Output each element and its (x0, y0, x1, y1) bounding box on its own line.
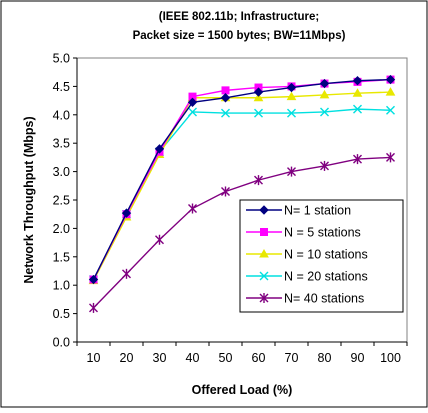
series-5-point (320, 160, 329, 171)
y-tick-label: 2.5 (53, 194, 70, 208)
series-1-point (253, 87, 264, 97)
legend-label: N= 40 stations (284, 292, 364, 306)
series-1-point (187, 97, 198, 108)
series-1 (88, 74, 396, 285)
series-3-point (385, 87, 396, 96)
series-4-point-stroke (221, 108, 230, 118)
series-1-point (220, 93, 231, 103)
series-4-point-stroke (320, 107, 329, 117)
series-4-point-stroke (287, 108, 296, 118)
y-tick-label: 4.0 (53, 108, 70, 122)
y-tick-label: 1.0 (53, 279, 70, 293)
x-tick-label: 90 (351, 351, 365, 365)
series-layer (88, 74, 396, 313)
series-3-point (319, 89, 330, 99)
series-4-point-stroke (386, 105, 395, 115)
series-3-point (286, 91, 297, 101)
x-tick-label: 50 (219, 351, 233, 365)
chart-title-line-2: Packet size = 1500 bytes; BW=11Mbps) (133, 30, 346, 42)
x-tick-label: 70 (285, 351, 299, 365)
y-tick-label: 4.5 (53, 80, 70, 94)
y-tick-label: 2.0 (53, 222, 70, 236)
series-1-line (92, 78, 391, 280)
legend-label: N = 20 stations (284, 270, 368, 284)
legend-entry-5: N= 40 stations (246, 292, 364, 306)
series-4-point (221, 108, 230, 118)
y-tick-label: 0.5 (53, 307, 70, 321)
series-5-point (89, 302, 98, 313)
legend-marker (260, 228, 268, 236)
series-4-point-stroke (188, 107, 197, 117)
legend-label: N = 5 stations (284, 226, 361, 240)
series-1-point (352, 76, 363, 86)
series-5-point (254, 175, 263, 186)
y-tick-label: 0.0 (53, 336, 70, 350)
series-4-point-stroke (254, 108, 263, 118)
series-3-point (253, 92, 264, 102)
series-3-line (92, 91, 391, 281)
series-5-point (155, 234, 164, 245)
legend-marker (259, 205, 269, 215)
series-4-point (320, 107, 329, 117)
series-5-line (92, 156, 391, 309)
legend-marker (259, 248, 269, 258)
series-3-point (352, 88, 363, 97)
y-axis: 0.0 0.5 1.0 1.5 2.0 2.5 3.0 3.5 4.0 4.5 5.0 (53, 52, 78, 350)
series-1-point (121, 208, 132, 218)
x-tick-label: 60 (252, 351, 266, 365)
x-tick-label: 40 (186, 351, 200, 365)
series-4-point (254, 108, 263, 118)
series-5-point (353, 154, 362, 165)
legend-entry-2: N = 5 stations (246, 226, 361, 240)
legend-entry-1: N= 1 station (246, 204, 351, 218)
legend-entry-4: N = 20 stations (246, 270, 368, 284)
series-5-point (386, 152, 395, 163)
y-tick-label: 1.5 (53, 250, 70, 264)
series-5-point (287, 166, 296, 177)
series-1-point (154, 144, 165, 154)
y-tick-label: 5.0 (53, 52, 70, 66)
x-tick-label: 20 (120, 351, 134, 365)
legend-marker (259, 271, 269, 281)
series-5-point (221, 186, 230, 197)
legend: N= 1 station N = 5 stations N = 10 station… (239, 199, 404, 313)
series-5-point (188, 203, 197, 214)
legend-label: N = 10 stations (284, 248, 368, 262)
series-4-point (386, 105, 395, 115)
series-1-point (286, 82, 297, 93)
chart-title-line-1: (IEEE 802.11b; Infrastructure; (159, 11, 319, 23)
series-2-point (221, 86, 230, 95)
series-5 (89, 152, 395, 313)
series-1-point (385, 74, 396, 85)
series-4-point (188, 107, 197, 117)
x-axis-title: Offered Load (%) (192, 383, 293, 397)
x-tick-label: 100 (380, 351, 401, 365)
series-1-point (88, 274, 99, 285)
y-tick-label: 3.0 (53, 165, 70, 179)
legend-label: N= 1 station (284, 204, 351, 218)
x-tick-label: 10 (87, 351, 101, 365)
legend-marker (259, 293, 269, 303)
x-tick-label: 80 (318, 351, 332, 365)
series-4-point (287, 108, 296, 118)
y-tick-label: 3.5 (53, 137, 70, 151)
series-1-point (319, 78, 330, 89)
y-axis-title: Network Throughput (Mbps) (22, 116, 36, 283)
x-axis: 10 20 30 40 50 60 70 80 90 100 (76, 341, 408, 365)
x-tick-label: 30 (153, 351, 167, 365)
legend-marker-stroke (259, 271, 269, 281)
series-4-point-stroke (353, 104, 362, 114)
legend-entry-3: N = 10 stations (246, 248, 368, 262)
series-4-point (353, 104, 362, 114)
series-5-point (122, 268, 131, 279)
